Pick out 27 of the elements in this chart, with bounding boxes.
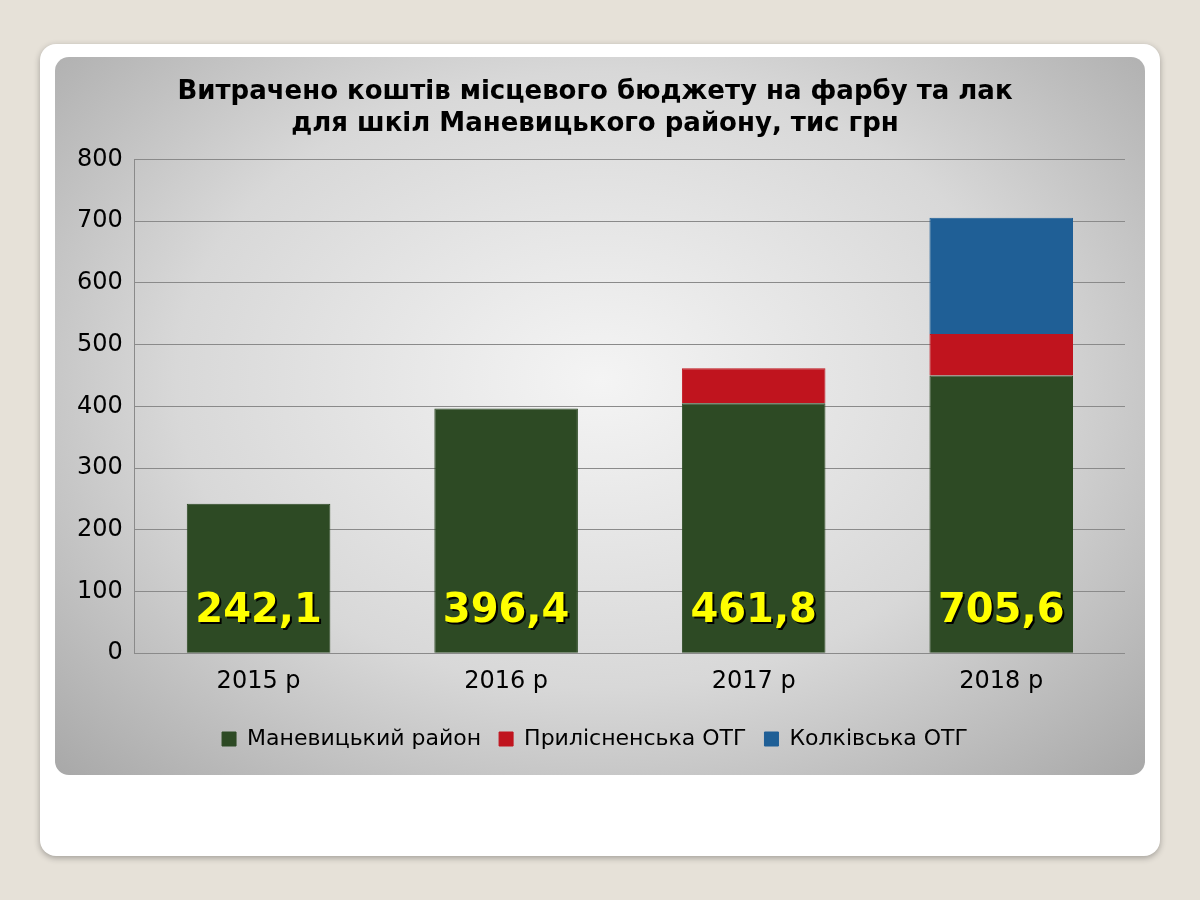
bar <box>681 368 826 404</box>
legend-label: Маневицький район <box>247 724 482 750</box>
legend-label: Прилісненська ОТГ <box>524 724 747 750</box>
y-tick-label: 700 <box>77 205 123 234</box>
bar <box>434 408 578 653</box>
bar <box>681 403 826 653</box>
x-tick-label: 2018 р <box>959 665 1044 694</box>
x-tick-label: 2016 р <box>464 665 549 694</box>
bar <box>929 217 1074 335</box>
y-tick-label: 400 <box>77 390 123 419</box>
total-label: 461,8 <box>692 586 819 633</box>
total-label: 705,6 <box>939 586 1067 633</box>
y-tick-label: 500 <box>77 328 123 357</box>
chart-title: Витрачено коштів місцевого бюджету на фарбу та лак для шкіл Маневицького району, тис грн <box>177 75 1013 137</box>
y-tick-label: 300 <box>77 452 123 481</box>
y-tick-label: 200 <box>77 513 123 542</box>
x-tick-label: 2015 р <box>216 665 301 694</box>
y-tick-label: 600 <box>77 267 123 296</box>
bar <box>929 375 1074 653</box>
y-tick-label: 100 <box>77 575 123 604</box>
total-label: 242,1 <box>197 586 324 633</box>
y-tick-label: 800 <box>77 143 123 172</box>
y-tick-label: 0 <box>107 637 123 666</box>
bar <box>929 334 1074 376</box>
total-label: 396,4 <box>444 586 572 633</box>
x-tick-label: 2017 р <box>711 665 796 694</box>
legend-label: Колківська ОТГ <box>789 724 968 750</box>
